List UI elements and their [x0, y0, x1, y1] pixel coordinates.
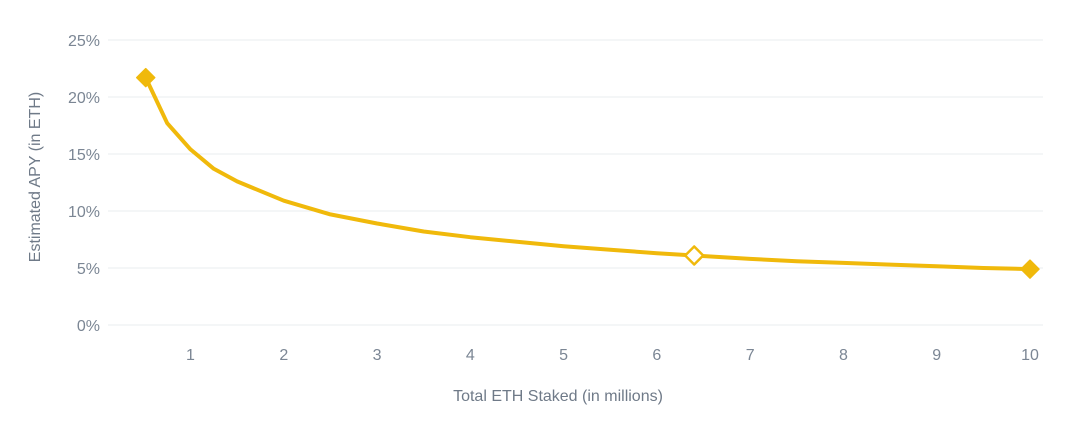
y-tick-label: 10%	[68, 204, 100, 221]
y-tick-label: 25%	[68, 33, 100, 50]
x-axis-ticks: 1 2 3 4 5 6 7 8 9 10	[186, 347, 1039, 364]
y-tick-label: 20%	[68, 90, 100, 107]
diamond-marker	[1020, 259, 1040, 279]
x-tick-label: 4	[466, 347, 475, 364]
apy-series-line	[143, 75, 1032, 272]
y-tick-label: 5%	[77, 261, 100, 278]
y-axis-ticks: 0% 5% 10% 15% 20% 25%	[68, 33, 100, 335]
x-axis-title: Total ETH Staked (in millions)	[453, 388, 663, 405]
diamond-marker	[135, 67, 156, 88]
grid-layer	[108, 39, 1043, 326]
x-tick-label: 8	[839, 347, 848, 364]
y-tick-label: 0%	[77, 318, 100, 335]
y-axis-title: Estimated APY (in ETH)	[27, 92, 44, 262]
x-tick-label: 7	[746, 347, 755, 364]
x-tick-label: 5	[559, 347, 568, 364]
x-tick-label: 2	[279, 347, 288, 364]
x-tick-label: 6	[652, 347, 661, 364]
x-tick-label: 9	[932, 347, 941, 364]
x-tick-label: 1	[186, 347, 195, 364]
hollow-diamond-marker	[683, 245, 705, 266]
y-tick-label: 15%	[68, 147, 100, 164]
x-tick-label: 10	[1021, 347, 1039, 364]
x-tick-label: 3	[373, 347, 382, 364]
data-markers	[135, 67, 1040, 279]
